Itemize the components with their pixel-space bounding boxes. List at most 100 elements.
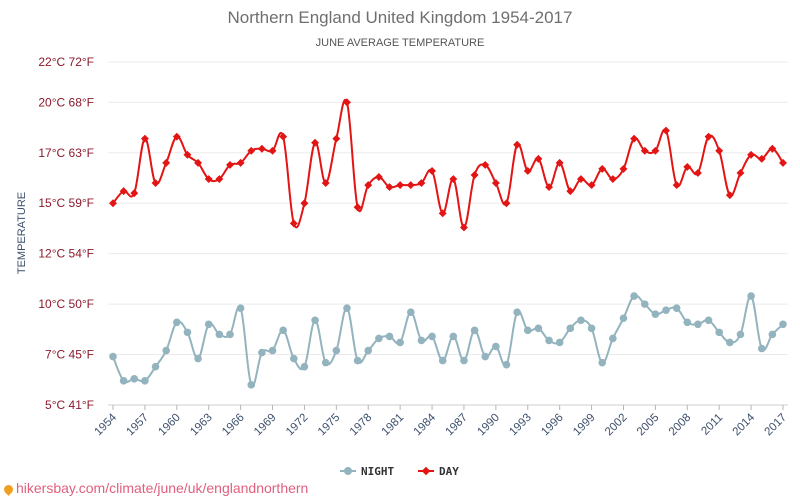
data-point-night[interactable] <box>566 324 575 333</box>
data-point-night[interactable] <box>736 330 745 339</box>
data-point-day[interactable] <box>693 169 702 177</box>
data-point-night[interactable] <box>768 330 777 339</box>
data-point-day[interactable] <box>757 154 766 163</box>
data-point-night[interactable] <box>215 330 224 339</box>
data-point-night[interactable] <box>247 381 256 389</box>
data-point-day[interactable] <box>587 181 596 190</box>
data-point-day[interactable] <box>608 175 617 183</box>
data-point-night[interactable] <box>555 338 564 347</box>
data-point-day[interactable] <box>662 126 670 135</box>
data-point-day[interactable] <box>140 134 149 143</box>
data-point-night[interactable] <box>406 308 415 316</box>
data-point-night[interactable] <box>375 334 383 343</box>
data-point-night[interactable] <box>662 306 670 314</box>
data-point-night[interactable] <box>289 354 298 363</box>
data-point-night[interactable] <box>715 328 723 337</box>
data-point-day[interactable] <box>640 146 649 155</box>
data-point-day[interactable] <box>257 144 266 153</box>
data-point-night[interactable] <box>651 310 660 319</box>
data-point-day[interactable] <box>321 179 330 188</box>
data-point-night[interactable] <box>449 332 458 341</box>
data-point-night[interactable] <box>726 338 734 347</box>
data-point-night[interactable] <box>332 346 341 355</box>
data-point-night[interactable] <box>268 346 277 355</box>
data-point-day[interactable] <box>332 134 341 143</box>
data-point-night[interactable] <box>119 376 128 385</box>
data-point-night[interactable] <box>757 344 766 353</box>
data-point-day[interactable] <box>385 183 394 192</box>
data-point-night[interactable] <box>343 304 351 312</box>
data-point-night[interactable] <box>587 324 596 333</box>
data-point-day[interactable] <box>576 175 585 183</box>
data-point-day[interactable] <box>715 146 724 155</box>
data-point-night[interactable] <box>236 304 245 312</box>
data-point-day[interactable] <box>215 175 224 183</box>
data-point-night[interactable] <box>577 316 585 325</box>
data-point-day[interactable] <box>417 179 426 188</box>
data-point-night[interactable] <box>353 356 362 365</box>
data-point-night[interactable] <box>109 352 117 361</box>
data-point-night[interactable] <box>672 304 681 312</box>
source-link[interactable]: hikersbay.com/climate/june/uk/englandnor… <box>2 480 308 496</box>
data-point-night[interactable] <box>609 334 617 343</box>
data-point-day[interactable] <box>109 199 117 208</box>
data-point-day[interactable] <box>204 175 213 183</box>
data-point-day[interactable] <box>630 134 639 143</box>
data-point-day[interactable] <box>374 173 383 181</box>
data-point-day[interactable] <box>300 199 309 208</box>
legend-item-night[interactable]: NIGHT <box>340 465 394 478</box>
data-point-night[interactable] <box>545 336 553 345</box>
data-point-night[interactable] <box>438 356 447 365</box>
data-point-day[interactable] <box>428 166 437 175</box>
data-point-day[interactable] <box>268 146 277 155</box>
data-point-night[interactable] <box>704 316 713 325</box>
data-point-day[interactable] <box>704 132 713 141</box>
data-point-day[interactable] <box>672 181 681 190</box>
data-point-day[interactable] <box>172 132 181 141</box>
data-point-day[interactable] <box>566 187 575 196</box>
legend-item-day[interactable]: DAY <box>418 465 459 478</box>
data-point-night[interactable] <box>779 320 787 329</box>
data-point-night[interactable] <box>747 292 755 300</box>
data-point-night[interactable] <box>194 354 202 363</box>
data-point-night[interactable] <box>183 328 192 337</box>
data-point-day[interactable] <box>151 179 160 188</box>
data-point-night[interactable] <box>300 362 309 371</box>
data-point-night[interactable] <box>630 292 638 300</box>
data-point-night[interactable] <box>523 326 532 335</box>
data-point-day[interactable] <box>502 199 511 208</box>
data-point-night[interactable] <box>683 318 692 327</box>
data-point-day[interactable] <box>364 181 373 190</box>
data-point-day[interactable] <box>747 150 756 159</box>
data-point-night[interactable] <box>470 326 479 335</box>
data-point-day[interactable] <box>311 138 320 147</box>
data-point-night[interactable] <box>311 316 319 325</box>
data-point-day[interactable] <box>449 175 458 183</box>
data-point-day[interactable] <box>491 179 500 188</box>
data-point-day[interactable] <box>459 223 468 232</box>
data-point-day[interactable] <box>534 154 543 163</box>
data-point-night[interactable] <box>460 356 468 365</box>
data-point-day[interactable] <box>353 203 362 212</box>
data-point-day[interactable] <box>406 181 415 190</box>
data-point-day[interactable] <box>736 169 745 177</box>
data-point-day[interactable] <box>130 189 139 198</box>
data-point-day[interactable] <box>513 140 522 149</box>
data-point-day[interactable] <box>768 144 777 153</box>
data-point-day[interactable] <box>619 164 628 173</box>
data-point-day[interactable] <box>236 158 245 167</box>
data-point-night[interactable] <box>694 320 702 329</box>
data-point-night[interactable] <box>492 342 500 351</box>
data-point-night[interactable] <box>513 308 521 316</box>
data-point-day[interactable] <box>247 146 256 155</box>
data-point-day[interactable] <box>194 158 203 167</box>
data-point-day[interactable] <box>226 160 234 169</box>
data-point-night[interactable] <box>151 362 160 371</box>
data-point-night[interactable] <box>321 358 330 367</box>
data-point-day[interactable] <box>396 181 405 190</box>
data-point-night[interactable] <box>130 374 139 383</box>
data-point-day[interactable] <box>555 158 564 167</box>
data-point-day[interactable] <box>523 166 532 175</box>
data-point-night[interactable] <box>598 358 607 367</box>
data-point-night[interactable] <box>619 314 628 323</box>
